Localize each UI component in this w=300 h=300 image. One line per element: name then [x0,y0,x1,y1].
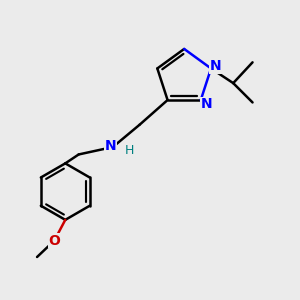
Text: N: N [210,59,221,73]
Text: N: N [105,139,116,152]
Text: O: O [48,234,60,248]
Text: N: N [200,98,212,112]
Text: H: H [124,144,134,157]
